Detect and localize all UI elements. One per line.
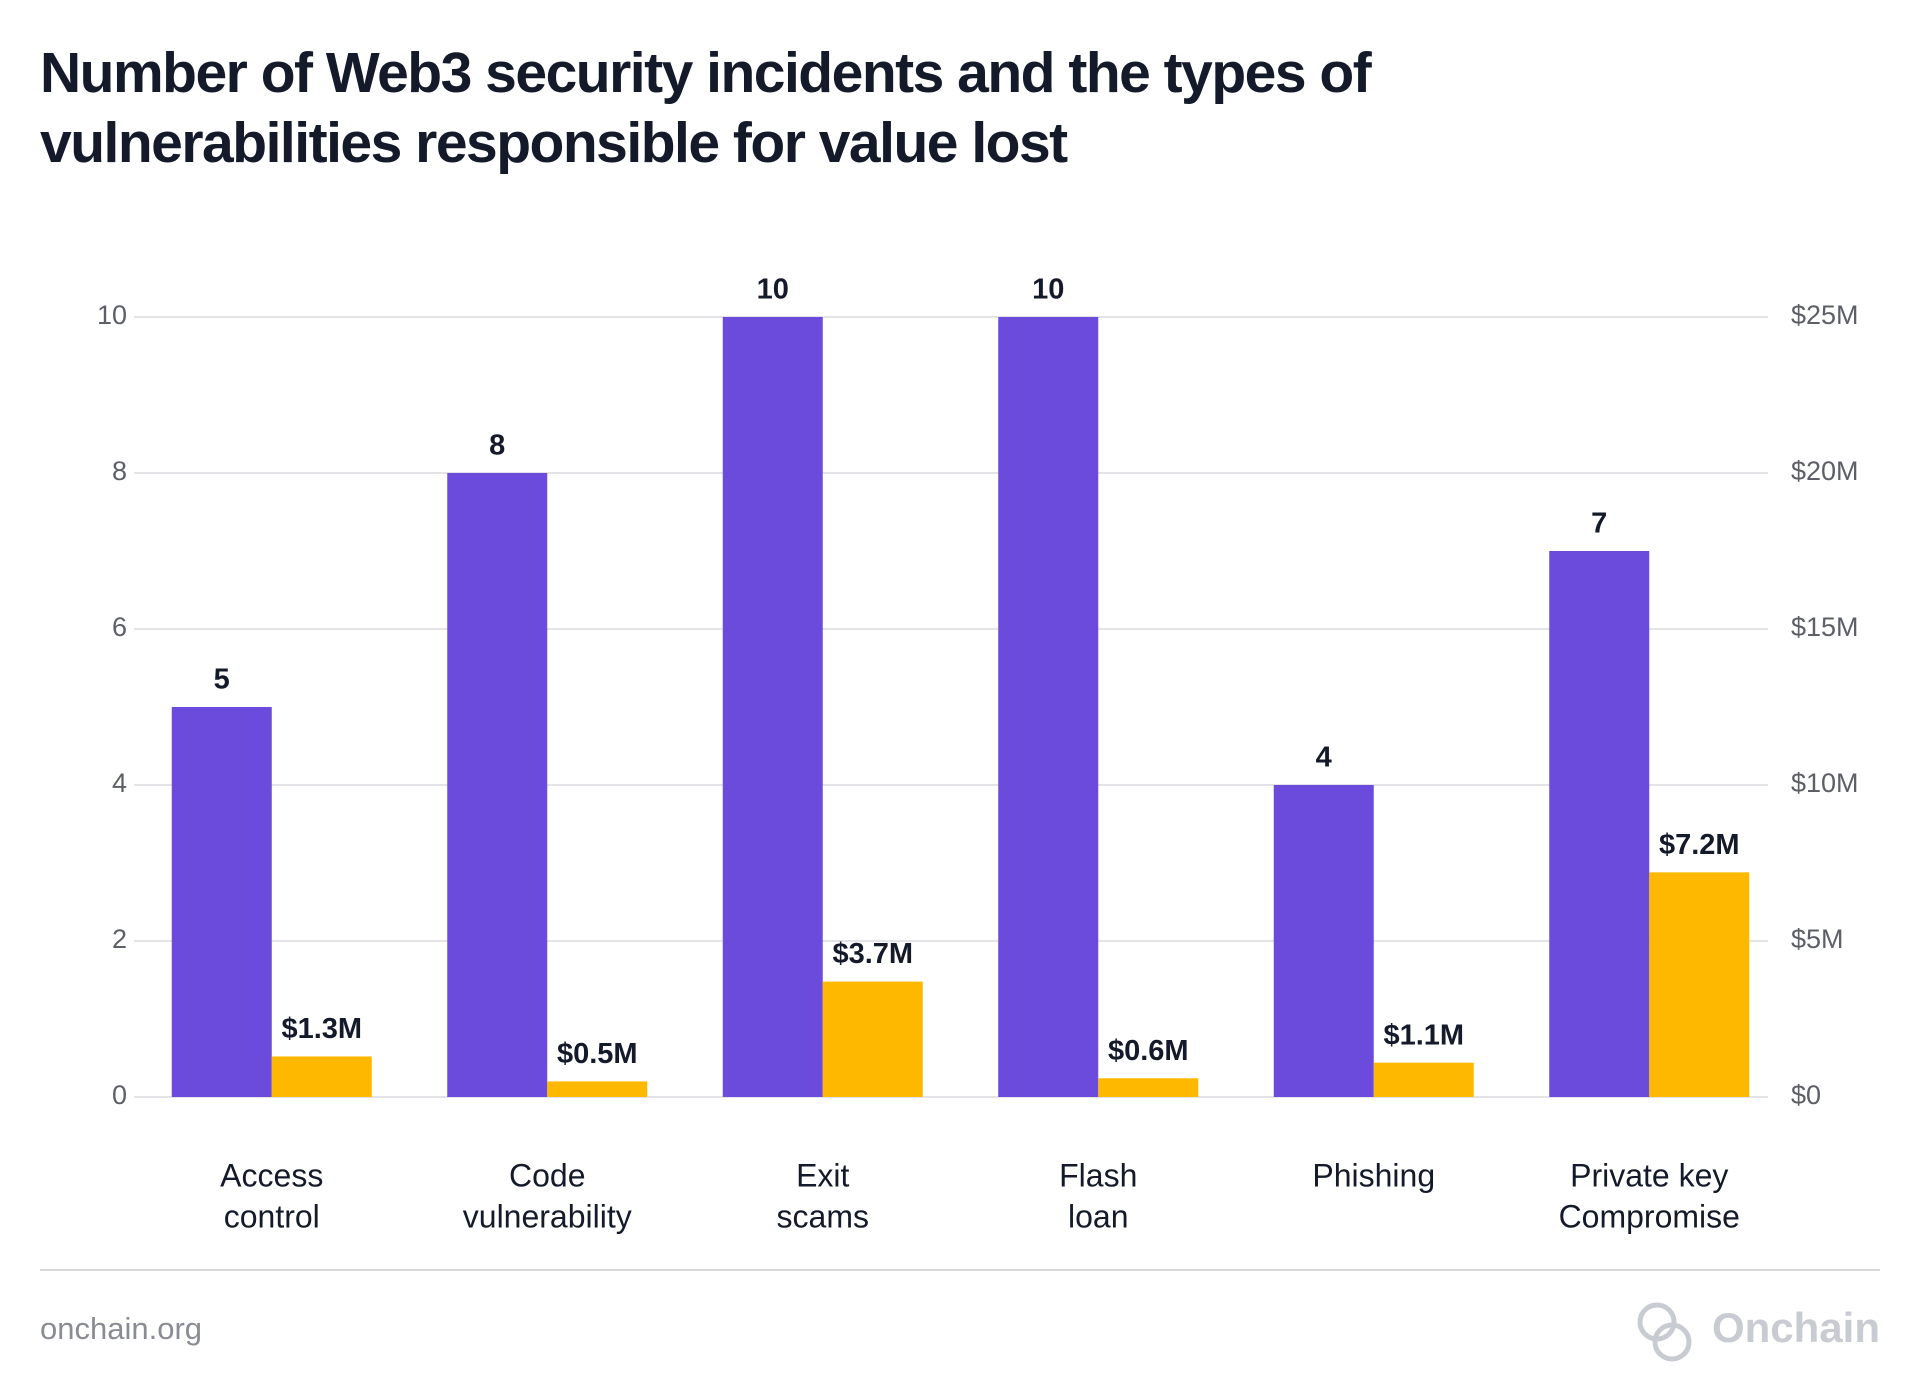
x-tick-label: vulnerability [463, 1198, 632, 1234]
y2-tick-label: $20M [1791, 456, 1859, 486]
y2-tick-label: $25M [1791, 300, 1859, 330]
bar [171, 707, 272, 1097]
value-label: $1.3M [281, 1013, 362, 1045]
bar [271, 1056, 372, 1097]
y2-tick-label: $5M [1791, 924, 1844, 954]
chart-title: Number of Web3 security incidents and th… [40, 41, 1372, 175]
value-label: 8 [489, 430, 505, 462]
bar [1649, 872, 1750, 1097]
y-tick-label: 4 [112, 768, 127, 798]
x-tick-label: Code [509, 1157, 586, 1193]
y-tick-label: 0 [112, 1080, 127, 1110]
x-tick-label: Exit [796, 1157, 849, 1193]
y2-tick-label: $15M [1791, 612, 1859, 642]
y-tick-label: 6 [112, 612, 127, 642]
x-tick-label: Compromise [1559, 1198, 1740, 1234]
value-label: $7.2M [1659, 829, 1740, 861]
x-tick-label: loan [1068, 1198, 1129, 1234]
y-tick-label: 10 [97, 300, 127, 330]
value-label: 10 [1032, 274, 1064, 306]
value-label: 7 [1591, 508, 1607, 540]
bar [1098, 1078, 1199, 1097]
y2-tick-label: $10M [1791, 768, 1859, 798]
x-tick-label: scams [777, 1198, 869, 1234]
bar [447, 473, 548, 1097]
value-label: $1.1M [1383, 1019, 1464, 1051]
y2-tick-label: $0 [1791, 1080, 1821, 1110]
value-label: 4 [1316, 742, 1332, 774]
value-label: 5 [214, 664, 230, 696]
bar [722, 317, 823, 1097]
x-tick-label: Flash [1059, 1157, 1137, 1193]
x-tick-label: Phishing [1312, 1157, 1435, 1193]
source: onchain.org [40, 1311, 202, 1346]
x-tick-label: control [224, 1198, 320, 1234]
bar [1373, 1062, 1474, 1097]
bar [822, 981, 923, 1097]
value-label: 10 [757, 274, 789, 306]
y-tick-label: 8 [112, 456, 127, 486]
y-tick-label: 2 [112, 924, 127, 954]
brand-logo [1637, 1302, 1692, 1362]
bar [1273, 785, 1374, 1097]
value-label: $0.5M [557, 1038, 638, 1070]
bar [547, 1081, 648, 1097]
value-label: $0.6M [1108, 1035, 1189, 1067]
x-tick-label: Access [220, 1157, 323, 1193]
bar [1549, 551, 1650, 1097]
value-label: $3.7M [832, 938, 913, 970]
x-tick-label: Private key [1570, 1157, 1728, 1193]
brand: Onchain [1712, 1304, 1880, 1351]
bar [998, 317, 1099, 1097]
